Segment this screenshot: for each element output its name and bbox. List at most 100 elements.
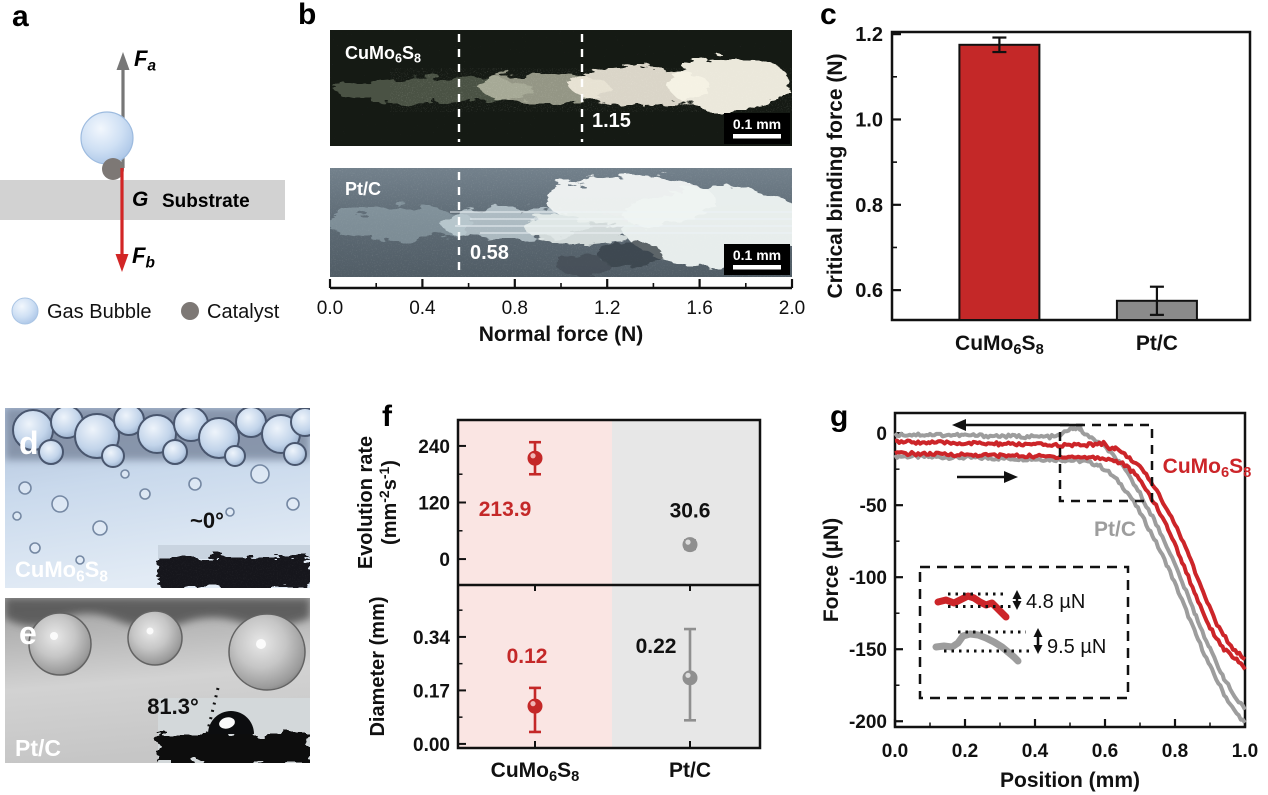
- x-axis-title: Normal force (N): [479, 323, 644, 346]
- panel-b-scratch-test: CuMo6S8 1.15 0.1 mm: [317, 30, 805, 346]
- contact-angle-value: 81.3°: [147, 694, 199, 719]
- y-tick-label: 1.0: [855, 109, 883, 131]
- substrate-bar: [0, 180, 285, 220]
- scattered-bubbles: [12, 464, 300, 565]
- y-axis-title: Evolution rate: [355, 436, 377, 569]
- category-label: Pt/C: [1136, 332, 1178, 355]
- y-tick-label: 0.17: [413, 681, 450, 702]
- y-tick-label: 0.8: [855, 195, 883, 217]
- data-point: [527, 450, 543, 466]
- bubble-cluster: [12, 408, 310, 468]
- zoom-region-box: [1058, 423, 1154, 503]
- x-tick-label: 0.4: [1022, 741, 1049, 762]
- plot-border: [890, 30, 1252, 322]
- y-tick-label: -100: [849, 568, 887, 589]
- panel-f-scatter-chart: 0 120 240 213.9 30.6 Evolution rate (mm-2s-1) 0…: [355, 418, 762, 785]
- binding-force-arrowhead: [115, 254, 129, 272]
- y-axis-title: Force (µN): [820, 518, 843, 622]
- force-applied-label: Fa: [134, 46, 156, 74]
- adhesion-force-arrowhead: [116, 52, 130, 70]
- scale-bar: 0.1 mm: [724, 113, 790, 144]
- scale-bar: 0.1 mm: [724, 244, 790, 275]
- gas-bubble-legend-label: Gas Bubble: [47, 301, 152, 323]
- hanging-bubbles: [28, 610, 306, 691]
- micrograph-label: CuMo6S8: [345, 43, 421, 66]
- data-point: [682, 670, 698, 686]
- gas-bubble-legend-icon: [11, 297, 39, 325]
- dome-highlight: [219, 717, 235, 729]
- contact-angle-value: ~0°: [190, 508, 224, 533]
- material-label: CuMo6S8: [15, 557, 108, 585]
- inset-zoom: 4.8 µN 9.5 µN: [918, 565, 1130, 700]
- panel-a-schematic: Fa G Substrate Fb Gas Bubble Catalyst: [0, 46, 285, 325]
- series-label-cumo6s8: CuMo6S8: [1163, 455, 1252, 481]
- series-label-ptc: Pt/C: [1094, 518, 1136, 541]
- contact-angle-inset: [158, 687, 310, 763]
- x-tick-label: 0.0: [317, 298, 343, 319]
- scale-bar-label: 0.1 mm: [733, 116, 781, 132]
- value-label: 213.9: [479, 498, 532, 521]
- x-tick-label: 0.2: [952, 741, 978, 762]
- arrow-right-icon: [1004, 471, 1018, 483]
- data-point: [527, 698, 543, 714]
- threshold-value: 1.15: [592, 110, 631, 132]
- x-tick-label: 2.0: [779, 298, 805, 319]
- force-curve: [894, 438, 1247, 661]
- y-axis-title: Diameter (mm): [367, 596, 389, 736]
- micrograph-cumo6s8: CuMo6S8 1.15 0.1 mm: [330, 30, 792, 146]
- value-label: 0.22: [636, 635, 677, 658]
- value-label: 30.6: [670, 500, 711, 523]
- x-tick-label: 0.8: [1162, 741, 1188, 762]
- scale-bar-label: 0.1 mm: [733, 247, 781, 263]
- inset-step-label-red: 4.8 µN: [1026, 591, 1085, 613]
- panel-label-a: a: [12, 0, 29, 33]
- bar-0: [958, 43, 1041, 322]
- y-tick-label: 240: [418, 437, 450, 458]
- normal-force-axis: 0.0 0.4 0.8 1.2 1.6 2.0 Normal force (N): [317, 279, 805, 346]
- panel-c-bar-chart: 0.6 0.8 1.0 1.2 CuMo6S8 Pt/C Critical binding …: [824, 24, 1252, 358]
- y-tick-label: -200: [849, 712, 887, 733]
- panel-label-c: c: [820, 0, 837, 31]
- x-tick-label: 0.6: [1092, 741, 1118, 762]
- panel-label-e: e: [19, 615, 37, 651]
- catalyst-legend-label: Catalyst: [207, 301, 280, 323]
- x-axis-title: Position (mm): [1000, 769, 1140, 792]
- x-tick-label: 1.6: [686, 298, 712, 319]
- gravity-label: G: [132, 188, 148, 211]
- y-tick-label: -50: [860, 496, 887, 517]
- y-tick-label: 0.34: [413, 628, 450, 649]
- x-tick-label: 1.2: [594, 298, 620, 319]
- y-axis-title: Critical binding force (N): [824, 53, 847, 298]
- x-tick-label: 0.4: [409, 298, 436, 319]
- threshold-value: 0.58: [470, 242, 509, 264]
- category-label: CuMo6S8: [491, 759, 580, 785]
- category-label: Pt/C: [669, 759, 711, 782]
- y-tick-label: -150: [849, 640, 887, 661]
- y-axis-title: (mm-2s-1): [376, 460, 401, 545]
- micrograph-ptc: Pt/C 0.58 0.1 mm: [330, 168, 792, 277]
- panel-label-g: g: [830, 400, 849, 433]
- x-tick-label: 0.0: [882, 741, 908, 762]
- inset-step-label-gray: 9.5 µN: [1047, 636, 1106, 658]
- y-tick-label: 0.6: [855, 280, 883, 302]
- panel-label-b: b: [298, 0, 317, 31]
- y-tick-label: 0: [876, 424, 887, 445]
- catalyst-particle: [102, 158, 124, 180]
- micrograph-label: Pt/C: [345, 179, 381, 199]
- x-tick-label: 1.0: [1232, 741, 1258, 762]
- streak-lines: [450, 211, 792, 234]
- legend: Gas Bubble Catalyst: [11, 297, 280, 325]
- force-curve: [894, 450, 1247, 671]
- x-tick-label: 0.8: [502, 298, 528, 319]
- y-tick-label: 0: [439, 550, 450, 571]
- contact-angle-inset: [158, 545, 310, 588]
- panel-e-photo: e 81.3° Pt/C: [5, 598, 310, 763]
- y-tick-label: 1.2: [855, 24, 883, 46]
- gas-bubble: [80, 111, 134, 165]
- panel-label-f: f: [382, 400, 392, 433]
- y-tick-label: 120: [418, 494, 450, 515]
- y-tick-label: 0.00: [413, 735, 450, 756]
- panel-label-d: d: [19, 425, 39, 461]
- substrate-label: Substrate: [162, 191, 250, 212]
